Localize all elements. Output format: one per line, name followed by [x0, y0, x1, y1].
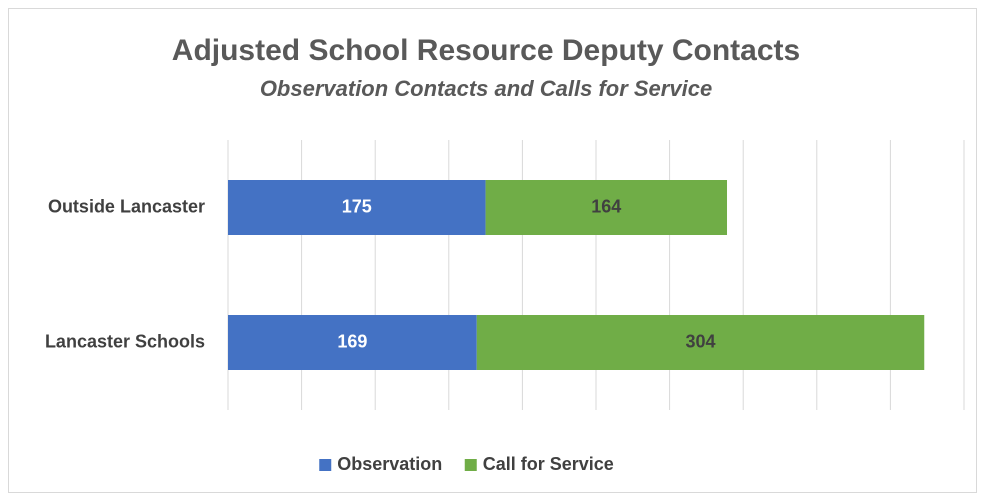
data-label: 164	[591, 196, 621, 216]
chart-title: Adjusted School Resource Deputy Contacts	[172, 34, 800, 67]
bar	[228, 180, 486, 235]
data-label: 175	[342, 196, 372, 216]
legend-swatch	[319, 459, 332, 471]
data-label: 304	[685, 331, 715, 351]
bar	[228, 315, 477, 370]
y-tick-label: Lancaster Schools	[45, 331, 205, 351]
chart-subtitle: Observation Contacts and Calls for Servi…	[260, 76, 712, 101]
chart-border	[8, 8, 977, 493]
bar	[485, 180, 728, 235]
data-label: 169	[337, 331, 367, 351]
bar	[476, 315, 925, 370]
legend-swatch	[464, 459, 477, 471]
y-tick-label: Outside Lancaster	[48, 196, 205, 216]
legend-label: Observation	[337, 454, 442, 474]
legend-label: Call for Service	[483, 454, 614, 474]
